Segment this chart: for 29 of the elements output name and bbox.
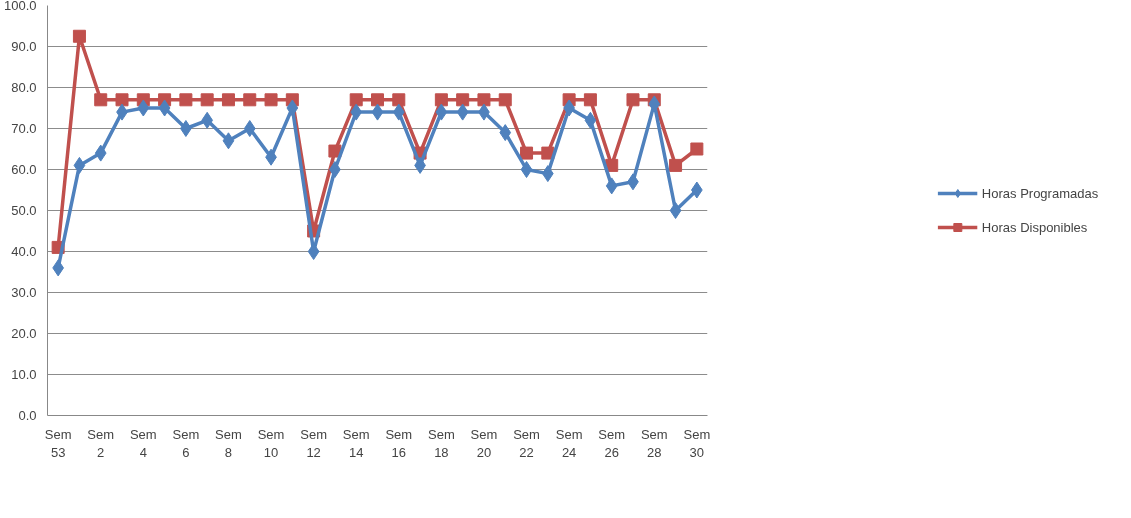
- y-tick-label: 40.0: [11, 244, 37, 259]
- y-tick-label: 70.0: [11, 121, 37, 136]
- x-tick-label: Sem 4: [129, 426, 157, 460]
- y-tick-label: 30.0: [11, 285, 37, 300]
- x-tick-label: Sem 26: [598, 426, 626, 460]
- x-tick-label: Sem 2: [87, 426, 115, 460]
- y-tick-label: 50.0: [11, 203, 37, 218]
- x-tick-label: Sem 8: [215, 426, 242, 460]
- x-tick-label: Sem 14: [342, 426, 370, 460]
- y-tick-label: 90.0: [11, 39, 37, 54]
- x-tick-label: Sem 20: [470, 426, 498, 460]
- y-tick-label: 100.0: [3, 0, 37, 13]
- y-tick-label: 20.0: [11, 326, 37, 341]
- x-tick-label: Sem 28: [640, 426, 668, 460]
- x-tick-label: Sem 24: [555, 426, 583, 460]
- y-tick-label: 60.0: [11, 162, 37, 177]
- y-tick-label: 10.0: [11, 367, 37, 382]
- x-tick-label: Sem 53: [44, 426, 72, 460]
- x-tick-label: Sem 18: [428, 426, 455, 460]
- y-tick-label: 80.0: [11, 80, 37, 95]
- legend-label: Horas Disponibles: [981, 219, 1088, 235]
- y-tick-label: 0.0: [18, 408, 37, 423]
- x-tick-label: Sem 6: [172, 426, 200, 460]
- x-tick-label: Sem 22: [513, 426, 540, 460]
- x-tick-label: Sem 10: [257, 426, 285, 460]
- x-tick-label: Sem 30: [683, 426, 711, 460]
- legend-label: Horas Programadas: [981, 185, 1099, 201]
- x-tick-label: Sem 16: [385, 426, 413, 460]
- x-tick-label: Sem 12: [300, 426, 327, 460]
